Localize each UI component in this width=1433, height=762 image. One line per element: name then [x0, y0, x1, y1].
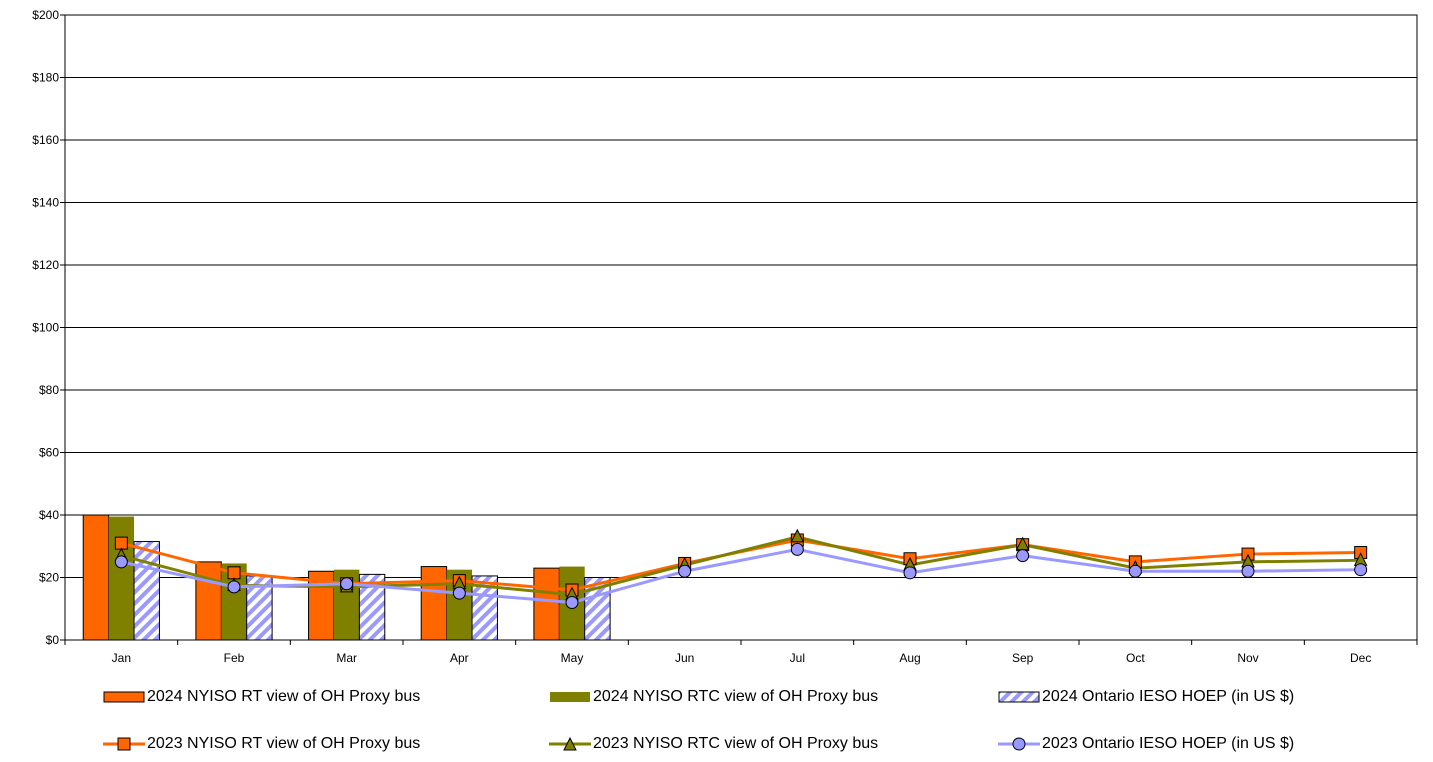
y-tick-label: $200	[32, 8, 59, 22]
bar-1-jan	[82, 514, 110, 641]
marker-circle-jun	[678, 564, 692, 578]
marker-triangle-jul	[790, 528, 805, 543]
x-tick-label: Aug	[899, 651, 920, 665]
marker-square-feb	[227, 566, 241, 580]
y-axis-ticks: $0 $20 $40 $60 $80 $100 $120 $140 $160 $180 $200	[32, 8, 65, 647]
bar-2-jan	[108, 516, 135, 640]
marker-circle-may	[565, 596, 579, 609]
x-tick-label: Feb	[224, 651, 245, 665]
y-tick-label: $180	[32, 71, 59, 85]
marker-circle-jan	[114, 555, 128, 569]
y-tick-label: $120	[32, 258, 59, 272]
marker-circle-nov	[1241, 564, 1255, 578]
x-tick-label: Dec	[1350, 651, 1371, 665]
marker-square-jan	[114, 536, 128, 550]
x-tick-label: Jan	[112, 651, 131, 665]
x-tick-label: Jun	[675, 651, 694, 665]
line-series-3	[121, 547, 1361, 605]
marker-circle-feb	[227, 580, 241, 594]
plot-area-frame	[64, 14, 1418, 641]
gridlines	[65, 14, 1417, 641]
marker-circle-apr	[452, 586, 466, 600]
marker-circle-jul	[790, 542, 804, 556]
y-tick-label: $60	[39, 446, 59, 460]
y-tick-label: $100	[32, 321, 59, 335]
y-tick-label: $20	[39, 571, 59, 585]
x-tick-label: Apr	[450, 651, 469, 665]
line-series-2	[120, 535, 1361, 597]
marker-circle-dec	[1354, 563, 1368, 577]
x-tick-label: Nov	[1237, 651, 1258, 665]
bar-1-feb	[195, 561, 222, 641]
y-tick-label: $160	[32, 133, 59, 147]
x-tick-label: Mar	[336, 651, 357, 665]
x-tick-label: Oct	[1126, 651, 1145, 665]
x-tick-label: Jul	[790, 651, 805, 665]
y-tick-label: $140	[32, 196, 59, 210]
marker-circle-sep	[1016, 549, 1030, 563]
x-axis-ticks: Jan Feb Mar Apr May Jun Jul Aug Sep Oct Nov Dec	[64, 640, 1418, 665]
y-tick-label: $80	[39, 383, 59, 397]
bar-1-apr	[420, 566, 448, 641]
marker-circle-mar	[340, 577, 354, 591]
bar-3-jan	[133, 541, 160, 641]
y-tick-label: $0	[46, 633, 60, 647]
line-series	[114, 528, 1368, 609]
x-tick-label: May	[561, 651, 584, 665]
marker-circle-aug	[903, 566, 917, 580]
x-tick-label: Sep	[1012, 651, 1034, 665]
y-tick-label: $40	[39, 508, 59, 522]
marker-circle-oct	[1128, 564, 1142, 578]
bar-1-may	[533, 567, 560, 641]
